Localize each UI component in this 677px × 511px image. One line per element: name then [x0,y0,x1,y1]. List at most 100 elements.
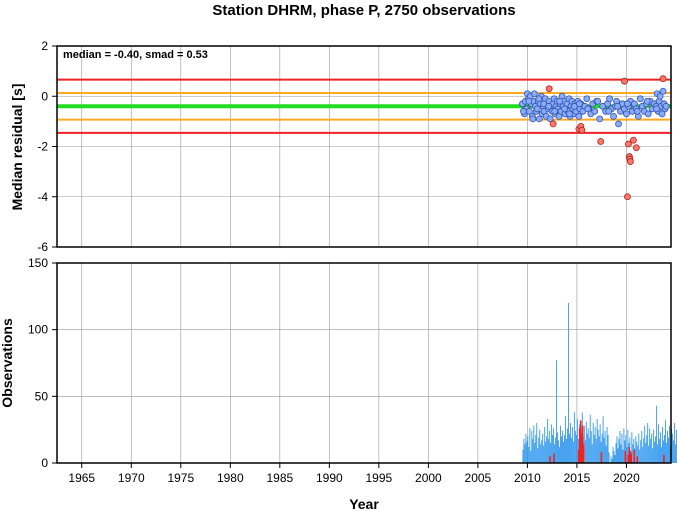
observation-bar [522,449,524,463]
observation-bar [645,443,647,463]
observation-bar [585,421,587,463]
residual-point [605,107,613,115]
observations-panel: 150 100 50 0 1965 1970 1975 1980 1985 1990 1995 20… [0,256,677,511]
residual-point [656,92,664,100]
observation-bar [632,444,634,463]
observation-bar [597,429,599,463]
y-tick-label: -6 [37,240,48,254]
observation-bar [523,439,525,463]
observation-bar [665,420,666,463]
outlier-point [626,158,634,165]
residual-point [636,95,644,103]
x-tick-label: 1970 [118,471,145,485]
x-tick-label: 1980 [217,471,244,485]
observation-bar [589,415,591,463]
y-tick-label: 0 [41,89,48,103]
observation-bar [569,423,571,463]
observation-bar [568,303,569,463]
observation-bar [552,435,554,463]
x-tick-label: 2005 [465,471,492,485]
observation-bar [549,431,551,463]
residual-point [583,95,591,103]
observation-bar [563,441,564,463]
observation-bar [654,441,656,463]
observation-bar [631,432,633,463]
observation-bar [545,441,547,463]
observation-bar [548,439,550,463]
observation-bar [672,440,674,463]
observation-bar [627,429,629,463]
observation-bar [560,425,561,463]
outlier-bar [578,428,581,463]
observation-bar [534,443,536,463]
residual-point [575,100,583,108]
observation-bar [660,432,661,463]
outlier-bar [577,449,580,463]
observation-bar [651,433,653,463]
residual-point [624,100,631,108]
y-tick-label: -2 [37,140,48,154]
observation-bar [538,437,540,463]
observation-bar [574,431,576,463]
observation-bar [657,444,659,463]
residual-point [614,102,621,110]
observation-bar [590,431,592,463]
observations-y-ticks: 150 100 50 0 [28,256,57,470]
residual-point [561,105,568,113]
outlier-point [597,138,605,145]
observation-bar [595,439,597,463]
observation-bar [591,444,593,463]
outlier-point [625,140,632,148]
observation-bar [525,433,527,463]
outlier-bar [627,455,630,463]
observation-bar [571,427,573,463]
x-tick-label: 1975 [167,471,194,485]
x-tick-label: 1965 [68,471,95,485]
observation-bar [615,443,617,463]
observation-bar [636,441,638,463]
observation-bar [611,459,613,463]
observation-bar [594,427,596,463]
observation-bar [556,360,558,463]
observation-bar [540,444,542,463]
observation-bar [559,447,560,463]
observation-bar [614,455,616,463]
residual-point [643,97,651,105]
observations-y-label: Observations [0,318,15,408]
residual-point [653,105,661,113]
x-tick-label: 2010 [514,471,541,485]
observation-bars [522,303,677,463]
residual-point [520,107,527,115]
y-tick-label: 150 [28,256,48,270]
observation-bar [547,419,549,463]
outlier-bar [633,449,635,463]
outlier-bar [582,444,585,463]
observation-bar [544,427,546,463]
observation-bar [529,428,531,463]
residual-point [529,115,537,123]
observation-bar [618,439,620,463]
observation-bar [638,433,640,463]
observation-bar [661,447,662,463]
residual-points [519,75,670,201]
observation-bar [570,437,572,463]
outlier-point [549,120,557,128]
stats-annotation: median = -0.40, smad = 0.53 [63,49,208,61]
observation-bar [603,437,605,463]
observation-bar [576,419,578,463]
observation-bar [648,445,650,463]
observation-bar [671,433,673,463]
outlier-bar [624,451,627,463]
observation-bar [664,435,665,463]
observation-bar [528,447,530,463]
residual-point [623,110,630,118]
observation-bar [604,431,606,463]
residual-point [644,110,652,118]
observation-bar [535,435,537,463]
observation-bar [643,437,645,463]
observation-bar [533,425,535,463]
observation-bar [620,444,622,463]
observation-bar [656,405,658,463]
observation-bar [526,441,528,463]
observation-bar [600,441,602,463]
